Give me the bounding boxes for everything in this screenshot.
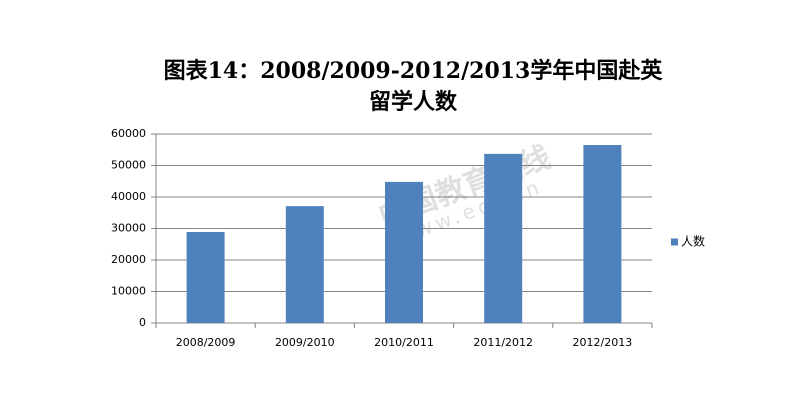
- bar: [484, 153, 523, 323]
- legend-label: 人数: [681, 234, 705, 249]
- bar: [186, 231, 225, 323]
- y-tick-label: 30000: [111, 222, 146, 235]
- y-tick-label: 50000: [111, 159, 146, 172]
- bar: [285, 206, 324, 323]
- x-tick-label: 2010/2011: [374, 336, 434, 349]
- y-tick-label: 40000: [111, 190, 146, 203]
- bar: [583, 145, 622, 323]
- x-tick-label: 2008/2009: [176, 336, 236, 349]
- x-tick-label: 2011/2012: [473, 336, 533, 349]
- legend-swatch: [671, 238, 678, 246]
- chart-title: 图表14：2008/2009-2012/2013学年中国赴英留学人数: [163, 58, 663, 115]
- y-tick-label: 20000: [111, 253, 146, 266]
- y-tick-label: 0: [139, 316, 146, 329]
- y-tick-label: 10000: [111, 285, 146, 298]
- y-tick-label: 60000: [111, 127, 146, 140]
- bar: [385, 181, 423, 323]
- x-tick-label: 2012/2013: [573, 336, 633, 349]
- x-tick-label: 2009/2010: [275, 336, 335, 349]
